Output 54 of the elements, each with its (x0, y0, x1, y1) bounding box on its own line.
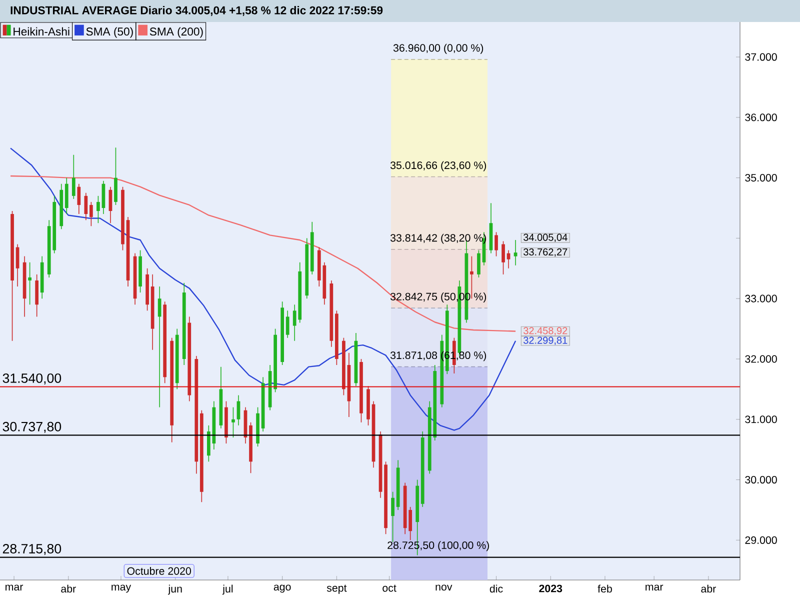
x-tick-label: oct (382, 584, 396, 592)
candlestick (391, 491, 394, 542)
x-tick-label: ago (274, 584, 291, 593)
x-tick-label: dic (490, 584, 503, 593)
x-tick-label: feb (598, 584, 612, 593)
x-tick-label: nov (436, 584, 452, 591)
y-tick-label: 37.000 (745, 53, 777, 61)
x-tick-label: may (112, 584, 132, 593)
candlestick (90, 202, 93, 227)
annotation: Octubre 2020 (127, 566, 191, 575)
candlestick (77, 183, 81, 214)
annotation: 35.016,66 (23,60 %) (390, 161, 486, 172)
y-tick-label: 30.000 (745, 476, 777, 484)
candlestick (72, 154, 76, 200)
annotation: 33.762,27 (524, 248, 568, 257)
annotation: 34.005,04 (524, 234, 568, 242)
data-label: 32.458,92 (524, 327, 568, 336)
line-series (10, 175, 516, 332)
legend-label: SMA (50) (86, 27, 133, 38)
legend-label: Heikin-Ashi (14, 27, 70, 36)
y-tick-label: 29.000 (745, 536, 777, 544)
x-tick-label: 2023 (539, 584, 562, 592)
ref-line-label: 31.540,00 (2, 373, 62, 384)
candlestick (236, 394, 240, 426)
y-tick-label: 33.000 (745, 294, 777, 302)
x-tick-label: jun (168, 584, 182, 595)
annotation: 36.960,00 (0,00 %) (393, 44, 484, 54)
ref-line-label: 28.715,80 (2, 544, 62, 556)
candlestick (494, 232, 498, 257)
y-tick-label: 36.000 (745, 114, 777, 122)
candlestick (514, 240, 518, 266)
candlestick (16, 244, 20, 287)
candlestick (286, 310, 290, 338)
x-tick-label: abr (61, 584, 76, 593)
data-label: 32.299,81 (524, 336, 568, 345)
x-tick-label: sept (326, 584, 347, 594)
x-tick-label: mar (6, 584, 24, 591)
x-tick-label: abr (701, 584, 716, 593)
candlestick (477, 250, 480, 278)
x-tick-label: jul (222, 584, 233, 595)
ref-line-label: 30.737,80 (2, 422, 62, 433)
candlestick (84, 192, 88, 220)
y-tick-label: 35.000 (745, 174, 777, 182)
y-tick-label: 31.000 (745, 416, 777, 424)
candlestick (28, 262, 32, 306)
chart-title: INDUSTRIAL AVERAGE Diario 34.005,04 +1,58 % 12 dic 2022 17:59:59 (10, 6, 383, 16)
x-tick-label: mar (646, 584, 664, 591)
candlestick (502, 240, 505, 275)
candlestick (96, 196, 100, 224)
candlestick (158, 286, 162, 408)
y-tick-label: 32.000 (745, 355, 777, 363)
legend-label: SMA (200) (150, 27, 203, 38)
candlestick (232, 406, 235, 438)
candlestick (470, 256, 474, 299)
